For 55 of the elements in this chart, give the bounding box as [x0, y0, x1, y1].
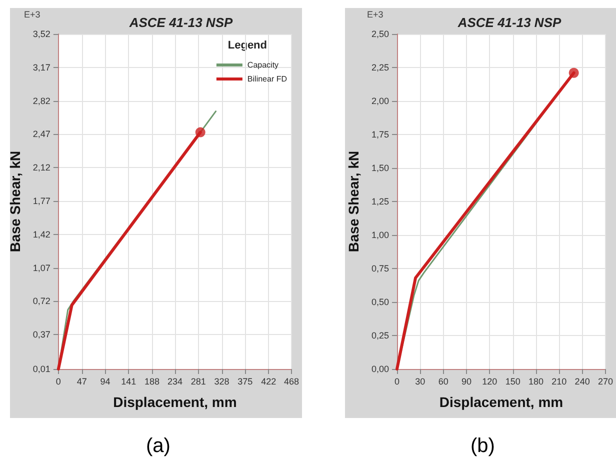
y-tick-label: 1,75 — [371, 130, 389, 140]
x-tick-label: 94 — [100, 376, 110, 386]
text: E+3 — [24, 10, 40, 20]
x-tick-label: 141 — [121, 376, 136, 386]
y-tick-label: 3,17 — [32, 62, 50, 72]
x-tick-label: 240 — [574, 376, 590, 386]
x-tick-label: 422 — [261, 376, 276, 386]
x-tick-label: 328 — [214, 376, 230, 386]
x-tick-label: 234 — [167, 376, 182, 386]
y-tick-label: 1,42 — [32, 229, 50, 240]
y-tick-label: 0,25 — [371, 330, 389, 340]
x-tick-label: 120 — [482, 376, 498, 386]
text: (a) — [146, 435, 170, 457]
x-tick-label: 90 — [461, 376, 472, 386]
y-tick-label: 2,82 — [32, 96, 50, 106]
x-tick-label: 0 — [394, 376, 400, 386]
x-tick-label: 210 — [552, 376, 567, 386]
y-tick-label: 1,07 — [32, 262, 50, 273]
x-tick-label: 60 — [438, 376, 448, 386]
y-tick-label: 0,75 — [371, 264, 389, 274]
x-tick-label: 468 — [284, 376, 300, 386]
x-tick-label: 0 — [56, 376, 61, 386]
y-tick-label: 0,01 — [32, 364, 50, 374]
x-axis-title: Displacement, mm — [113, 394, 237, 410]
y-tick-label: 2,50 — [371, 29, 389, 39]
y-tick-label: 3,52 — [32, 29, 50, 39]
y-tick-label: 1,77 — [32, 196, 50, 206]
x-tick-label: 150 — [505, 376, 520, 386]
y-tick-label: 0,72 — [32, 296, 50, 306]
y-axis-title: Base Shear, kN — [346, 150, 362, 252]
y-axis-title: Base Shear, kN — [7, 150, 23, 252]
y-tick-label: 1,00 — [371, 230, 389, 240]
legend-label: Capacity — [247, 60, 279, 70]
y-tick-label: 2,12 — [32, 162, 50, 173]
y-tick-label: 2,25 — [371, 62, 389, 72]
chart-title: ASCE 41-13 NSP — [456, 15, 562, 30]
y-tick-label: 0,50 — [371, 297, 389, 307]
y-tick-label: 1,25 — [371, 196, 389, 206]
y-tick-label: 2,00 — [371, 96, 389, 106]
x-tick-label: 30 — [415, 376, 426, 386]
y-tick-label: 1,50 — [371, 163, 389, 173]
x-tick-label: 270 — [598, 376, 614, 386]
x-tick-label: 281 — [190, 376, 206, 386]
x-tick-label: 188 — [144, 376, 160, 386]
x-tick-label: 180 — [528, 376, 544, 386]
chart-title: ASCE 41-13 NSP — [128, 15, 233, 30]
text: (b) — [470, 435, 495, 457]
legend-label: Bilinear FD — [247, 74, 288, 84]
y-tick-label: 0,37 — [32, 330, 50, 340]
y-tick-label: 0,00 — [371, 364, 389, 374]
x-tick-label: 375 — [238, 376, 253, 386]
text: E+3 — [367, 10, 384, 20]
x-tick-label: 47 — [76, 376, 87, 386]
y-tick-label: 2,47 — [32, 129, 50, 140]
x-axis-title: Displacement, mm — [439, 394, 564, 410]
